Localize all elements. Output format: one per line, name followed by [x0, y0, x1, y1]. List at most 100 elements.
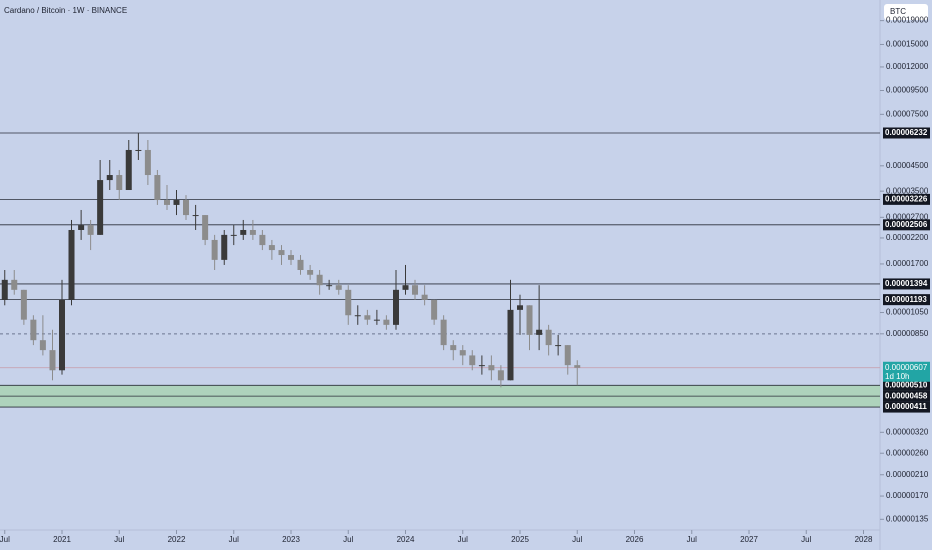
- x-tick-label: Jul: [572, 535, 582, 544]
- candle-body: [440, 319, 447, 346]
- level-label-box: [883, 379, 930, 391]
- candle-body: [259, 234, 266, 246]
- candle-body: [316, 274, 323, 286]
- y-tick-label: 0.00000135: [886, 514, 929, 523]
- x-tick-label: 2028: [855, 535, 873, 544]
- candle-body: [307, 269, 314, 275]
- x-tick-label: Jul: [458, 535, 468, 544]
- level-label-box: [883, 294, 930, 306]
- level-label-box: [883, 401, 930, 413]
- last-price-label: 0.00000607: [885, 363, 928, 372]
- candle-body: [125, 149, 132, 191]
- y-tick-label: 0.00002700: [886, 212, 929, 221]
- candle-body: [478, 365, 485, 367]
- x-tick-label: Jul: [0, 535, 10, 544]
- level-label-box: [883, 193, 930, 205]
- candle-body: [402, 285, 409, 290]
- candle-body: [87, 225, 94, 235]
- candle-body: [297, 259, 304, 270]
- candle-body: [106, 175, 113, 181]
- candle-body: [173, 200, 180, 205]
- candle-body: [68, 229, 75, 300]
- y-tick-label: 0.00012000: [886, 62, 929, 71]
- x-tick-label: Jul: [687, 535, 697, 544]
- candle-body: [39, 340, 46, 351]
- y-tick-label: 0.00000260: [886, 448, 929, 457]
- candle-body: [135, 149, 142, 151]
- candle-body: [221, 234, 228, 260]
- candle-body: [459, 350, 466, 356]
- candle-body: [326, 285, 333, 287]
- candle-body: [211, 239, 218, 260]
- x-tick-label: 2025: [511, 535, 529, 544]
- y-tick-label: 0.00001700: [886, 259, 929, 268]
- candle-body: [49, 350, 56, 371]
- candle-body: [288, 255, 295, 260]
- y-tick-label: 0.00001050: [886, 308, 929, 317]
- y-tick-label: 0.00000210: [886, 470, 929, 479]
- level-label: 0.00006232: [885, 128, 928, 137]
- candle-body: [78, 225, 85, 230]
- candle-body: [202, 215, 209, 240]
- candle-body: [116, 175, 123, 191]
- candle-body: [507, 309, 514, 381]
- y-tick-label: 0.00000850: [886, 329, 929, 338]
- candle-body: [268, 245, 275, 251]
- level-label: 0.00001394: [885, 279, 928, 288]
- candle-body: [450, 345, 457, 351]
- x-tick-label: 2022: [168, 535, 186, 544]
- level-label: 0.00000458: [885, 391, 928, 400]
- x-tick-label: Jul: [114, 535, 124, 544]
- x-tick-label: 2023: [282, 535, 300, 544]
- y-tick-label: 0.00007500: [886, 109, 929, 118]
- currency-button[interactable]: [884, 4, 928, 20]
- level-label: 0.00000411: [885, 402, 927, 411]
- candle-body: [249, 229, 256, 235]
- candle-body: [517, 305, 524, 310]
- candle-body: [59, 299, 66, 371]
- chart-title: Cardano / Bitcoin · 1W · BINANCE: [4, 6, 127, 15]
- candle-body: [564, 345, 571, 366]
- candle-body: [1, 279, 8, 300]
- y-tick-label: 0.00015000: [886, 40, 929, 49]
- candle-body: [536, 329, 543, 335]
- countdown-label: 1d 10h: [885, 372, 909, 381]
- candle-body: [364, 315, 371, 320]
- candle-body: [164, 200, 171, 205]
- candle-body: [278, 250, 285, 256]
- x-tick-label: 2021: [53, 535, 71, 544]
- candle-body: [11, 279, 18, 290]
- candle-body: [335, 285, 342, 290]
- candle-body: [373, 319, 380, 321]
- level-label-box: [883, 390, 930, 402]
- candle-body: [383, 319, 390, 325]
- candle-body: [555, 345, 562, 347]
- candle-body: [469, 355, 476, 366]
- x-tick-label: 2026: [626, 535, 644, 544]
- y-tick-label: 0.00000320: [886, 427, 929, 436]
- candle-body: [354, 315, 361, 317]
- candle-body: [192, 215, 199, 217]
- candle-body: [393, 289, 400, 325]
- candle-body: [20, 289, 27, 320]
- x-tick-label: Jul: [229, 535, 239, 544]
- candle-body: [154, 175, 161, 201]
- candle-body: [97, 180, 104, 235]
- y-tick-label: 0.00003500: [886, 186, 929, 195]
- currency-label[interactable]: BTC: [890, 7, 906, 16]
- x-tick-label: Jul: [343, 535, 353, 544]
- candle-body: [30, 319, 37, 341]
- candle-body: [412, 285, 419, 295]
- candle-body: [497, 370, 504, 381]
- x-tick-label: 2024: [397, 535, 415, 544]
- candle-body: [526, 305, 533, 335]
- last-price-box: [883, 361, 930, 382]
- candle-body: [574, 365, 581, 368]
- candle-body: [240, 229, 247, 235]
- level-label-box: [883, 278, 930, 290]
- y-tick-label: 0.00002200: [886, 233, 929, 242]
- y-tick-label: 0.00000170: [886, 491, 929, 500]
- x-tick-label: Jul: [801, 535, 811, 544]
